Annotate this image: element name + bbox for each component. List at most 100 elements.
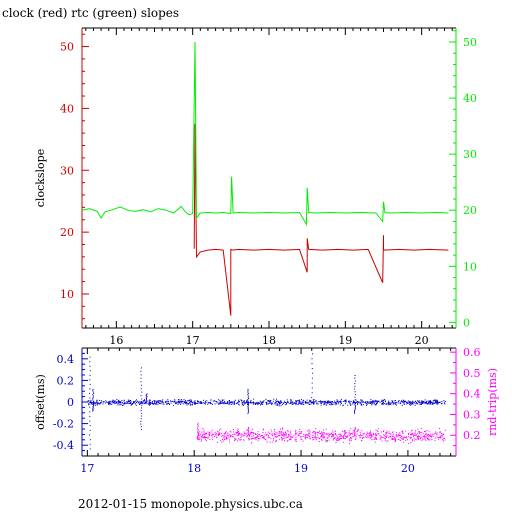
data-point [417,437,419,439]
data-point [398,432,400,434]
data-point [357,428,359,430]
data-point [257,431,259,433]
data-point [424,402,426,404]
data-point [372,435,374,437]
data-point [340,402,342,404]
data-point [416,434,417,436]
data-point [434,439,436,441]
data-point [425,439,427,441]
data-point [270,400,272,402]
data-point [246,400,248,402]
data-point [275,440,277,442]
data-point [434,402,436,404]
data-point [436,436,438,438]
data-point [181,399,182,401]
data-point [279,402,281,404]
data-point [289,438,291,440]
spike-point [145,397,147,399]
data-point [286,430,288,432]
spike-point [354,426,356,428]
data-point [218,433,220,435]
data-point [256,401,258,403]
spike-point [354,385,356,387]
data-point [244,402,246,404]
data-point [273,437,274,439]
data-point [143,400,145,402]
data-point [347,401,349,402]
data-point [252,437,254,439]
data-point [194,400,196,402]
data-point [286,399,288,401]
spike-point [92,410,94,412]
data-point [376,434,378,435]
data-point [282,427,284,429]
data-point [300,433,302,434]
data-point [333,402,335,403]
data-point [210,403,212,405]
data-point [375,403,377,405]
data-point [298,433,300,435]
data-point [306,437,308,439]
data-point [432,402,434,404]
data-point [125,402,127,404]
data-point [331,435,333,437]
spike-point [354,410,355,412]
spike-point [89,361,91,363]
spike-point [93,405,95,407]
data-point [251,432,253,433]
data-point [256,435,258,437]
data-point [349,433,351,435]
data-point [428,430,430,432]
y-axis-label-2: offset(ms) [34,374,47,430]
data-point [174,402,176,404]
data-point [361,430,363,432]
data-point [295,433,297,435]
data-point [278,432,280,434]
data-point [410,442,412,444]
data-point [332,439,334,441]
spike-point [145,396,147,398]
data-point [413,402,415,404]
data-point [421,440,423,442]
data-point [330,401,332,403]
data-point [408,443,410,444]
data-point [214,434,216,436]
data-point [439,431,441,433]
data-point [438,438,440,440]
data-point [222,435,224,436]
data-point [100,400,102,402]
data-point [324,402,326,404]
spike-point [247,432,249,434]
data-point [350,403,352,405]
data-point [438,401,440,403]
data-point [262,401,264,403]
data-point [433,402,435,404]
data-point [345,399,347,401]
data-point [179,401,181,403]
spike-point [354,404,356,406]
data-point [289,436,291,438]
data-point [381,399,383,401]
data-point [232,402,234,404]
data-point [327,400,329,402]
data-point [269,441,271,443]
data-point [393,439,395,440]
data-point [397,434,399,436]
data-point [265,401,267,403]
spike-point [89,439,91,441]
data-point [416,402,418,404]
data-point [266,434,268,436]
data-point [436,399,437,401]
data-point [339,404,341,406]
data-point [285,433,287,435]
data-point [305,401,307,402]
data-point [419,436,420,438]
data-point [376,430,378,432]
data-point [344,430,346,431]
data-point [388,433,390,435]
data-point [221,399,223,401]
data-point [374,404,376,406]
data-point [327,401,329,403]
data-point [290,438,292,440]
data-point [267,400,269,402]
